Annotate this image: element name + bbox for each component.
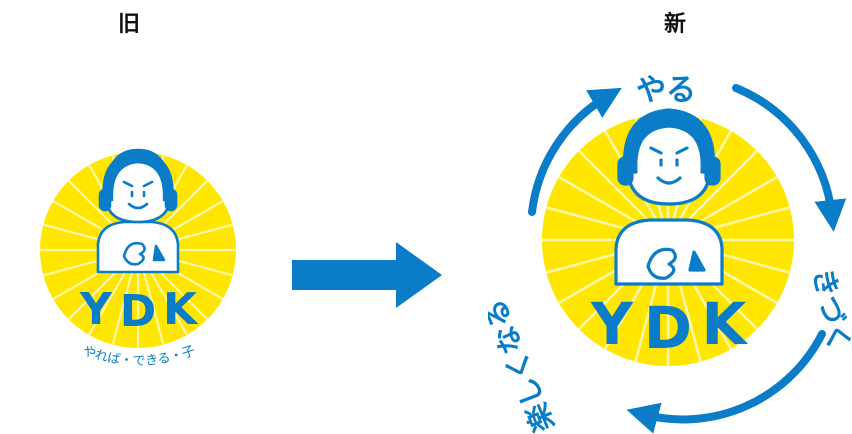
logo-letter-k: K (702, 290, 749, 358)
old-ydk-logo: Y D K やれば・できる・子 (40, 148, 236, 369)
new-ydk-logo: Y D K やる きづく 楽しくなる (488, 73, 852, 434)
cycle-word-tanoshikunaru: 楽しくなる (488, 294, 561, 434)
cycle-word-yaru: やる (636, 73, 696, 108)
cycle-word-kizuku: きづく (806, 266, 852, 355)
new-heading: 新 (664, 12, 687, 37)
logo-letter-y: Y (590, 290, 634, 358)
logo-letter-d: D (120, 286, 157, 337)
character-illustration (96, 148, 180, 274)
character-illustration (614, 108, 724, 286)
arrow-right-icon (292, 242, 442, 308)
logo-letter-k: K (163, 284, 199, 335)
cycle-arrows (528, 84, 847, 434)
logo-letter-y: Y (79, 284, 113, 335)
old-heading: 旧 (118, 12, 141, 37)
logo-letter-d: D (644, 294, 692, 362)
